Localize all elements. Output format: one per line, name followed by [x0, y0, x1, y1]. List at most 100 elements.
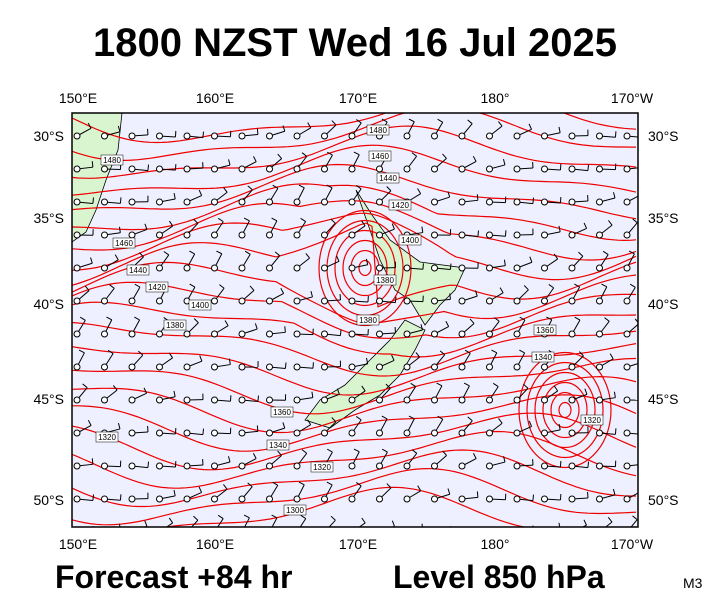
- barb-station: [73, 264, 81, 272]
- barb-flag: [381, 448, 388, 453]
- barb-station: [211, 231, 218, 239]
- barb-flag: [381, 118, 388, 123]
- barb-station: [458, 198, 466, 206]
- barb-station: [513, 165, 521, 173]
- barb-station: [238, 264, 246, 272]
- barb-station: [321, 165, 328, 173]
- barb-station: [212, 529, 218, 535]
- barb-station: [211, 330, 218, 338]
- barb-station: [238, 231, 246, 239]
- barb-flag: [326, 481, 333, 486]
- barb-station: [266, 132, 273, 140]
- contour-ring: [518, 351, 612, 469]
- barb-flag: [584, 388, 588, 395]
- barb-station: [211, 198, 218, 206]
- barb-station: [238, 495, 246, 503]
- barb-flag: [224, 320, 229, 326]
- barb-flag: [228, 159, 231, 166]
- lon-label-bottom: 170°E: [339, 536, 377, 552]
- barb-station: [541, 462, 548, 470]
- barb-station: [513, 462, 521, 470]
- contour-label: 1460: [371, 152, 389, 161]
- barb-station: [376, 396, 383, 404]
- barb-station: [541, 198, 548, 206]
- barb-station: [73, 330, 81, 338]
- barb-flag: [472, 453, 477, 459]
- barb-station: [513, 132, 521, 140]
- barb-flag: [280, 287, 285, 294]
- contour-label-box: [531, 351, 555, 363]
- barb-stem: [217, 518, 224, 527]
- barb-flag: [217, 514, 224, 519]
- barb-flag: [107, 349, 114, 354]
- barb-flag: [445, 320, 450, 327]
- barb-station: [183, 198, 191, 206]
- barb-flag: [442, 450, 447, 456]
- barb-station: [321, 231, 328, 239]
- barb-flag: [578, 351, 584, 357]
- barb-flag: [311, 391, 314, 398]
- barb-station: [266, 429, 273, 437]
- barb-station: [431, 297, 438, 305]
- barb-stem: [271, 517, 278, 527]
- barb-flag: [632, 218, 638, 224]
- barb-flag: [356, 482, 362, 487]
- lon-label-top: 180°: [481, 90, 510, 106]
- barb-flag: [394, 296, 397, 303]
- barb-station: [183, 264, 191, 272]
- barb-flag: [417, 485, 422, 492]
- barb-flag: [415, 352, 421, 358]
- barb-flag: [298, 481, 305, 486]
- barb-flag: [173, 192, 176, 200]
- barb-station: [266, 330, 273, 338]
- barb-station: [623, 396, 631, 404]
- barb-flag: [528, 123, 532, 130]
- barb-station: [403, 330, 411, 338]
- barb-station: [156, 429, 163, 437]
- barb-station: [128, 198, 136, 206]
- contour-ring: [542, 381, 588, 439]
- barb-flag: [82, 383, 88, 389]
- barb-station: [623, 429, 631, 437]
- barb-station: [101, 462, 108, 470]
- barb-station: [348, 198, 356, 206]
- barb-station: [513, 363, 521, 371]
- barb-flag: [532, 197, 535, 204]
- barb-flag: [643, 428, 644, 434]
- barb-station: [403, 462, 411, 470]
- barb-flag: [301, 449, 307, 454]
- barb-station: [404, 529, 410, 535]
- barb-station: [623, 198, 631, 206]
- contour-label-box: [368, 150, 392, 162]
- barb-station: [129, 529, 135, 535]
- barb-flag: [587, 461, 590, 468]
- barb-flag: [301, 152, 308, 157]
- barb-flag: [642, 161, 643, 167]
- barb-station: [376, 231, 383, 239]
- barb-station: [541, 495, 548, 503]
- barb-station: [623, 132, 631, 140]
- barb-flag: [609, 353, 614, 360]
- barb-station: [514, 529, 520, 535]
- barb-station: [568, 198, 576, 206]
- barb-flag: [202, 428, 205, 435]
- contour-label: 1360: [536, 326, 554, 335]
- contour-label-box: [398, 234, 422, 246]
- barb-station: [403, 396, 411, 404]
- barb-station: [266, 165, 273, 173]
- barb-stem: [462, 532, 478, 534]
- barb-station: [431, 330, 438, 338]
- barb-flag: [519, 349, 525, 354]
- barb-flag: [503, 456, 506, 463]
- barb-station: [431, 165, 438, 173]
- barb-flag: [147, 461, 150, 468]
- barb-flag: [256, 425, 259, 432]
- barb-station: [266, 462, 273, 470]
- barb-flag: [79, 316, 86, 321]
- contour-line: [72, 394, 637, 452]
- barb-flag: [307, 419, 312, 425]
- barb-flag: [134, 316, 140, 321]
- barb-flag: [271, 514, 278, 519]
